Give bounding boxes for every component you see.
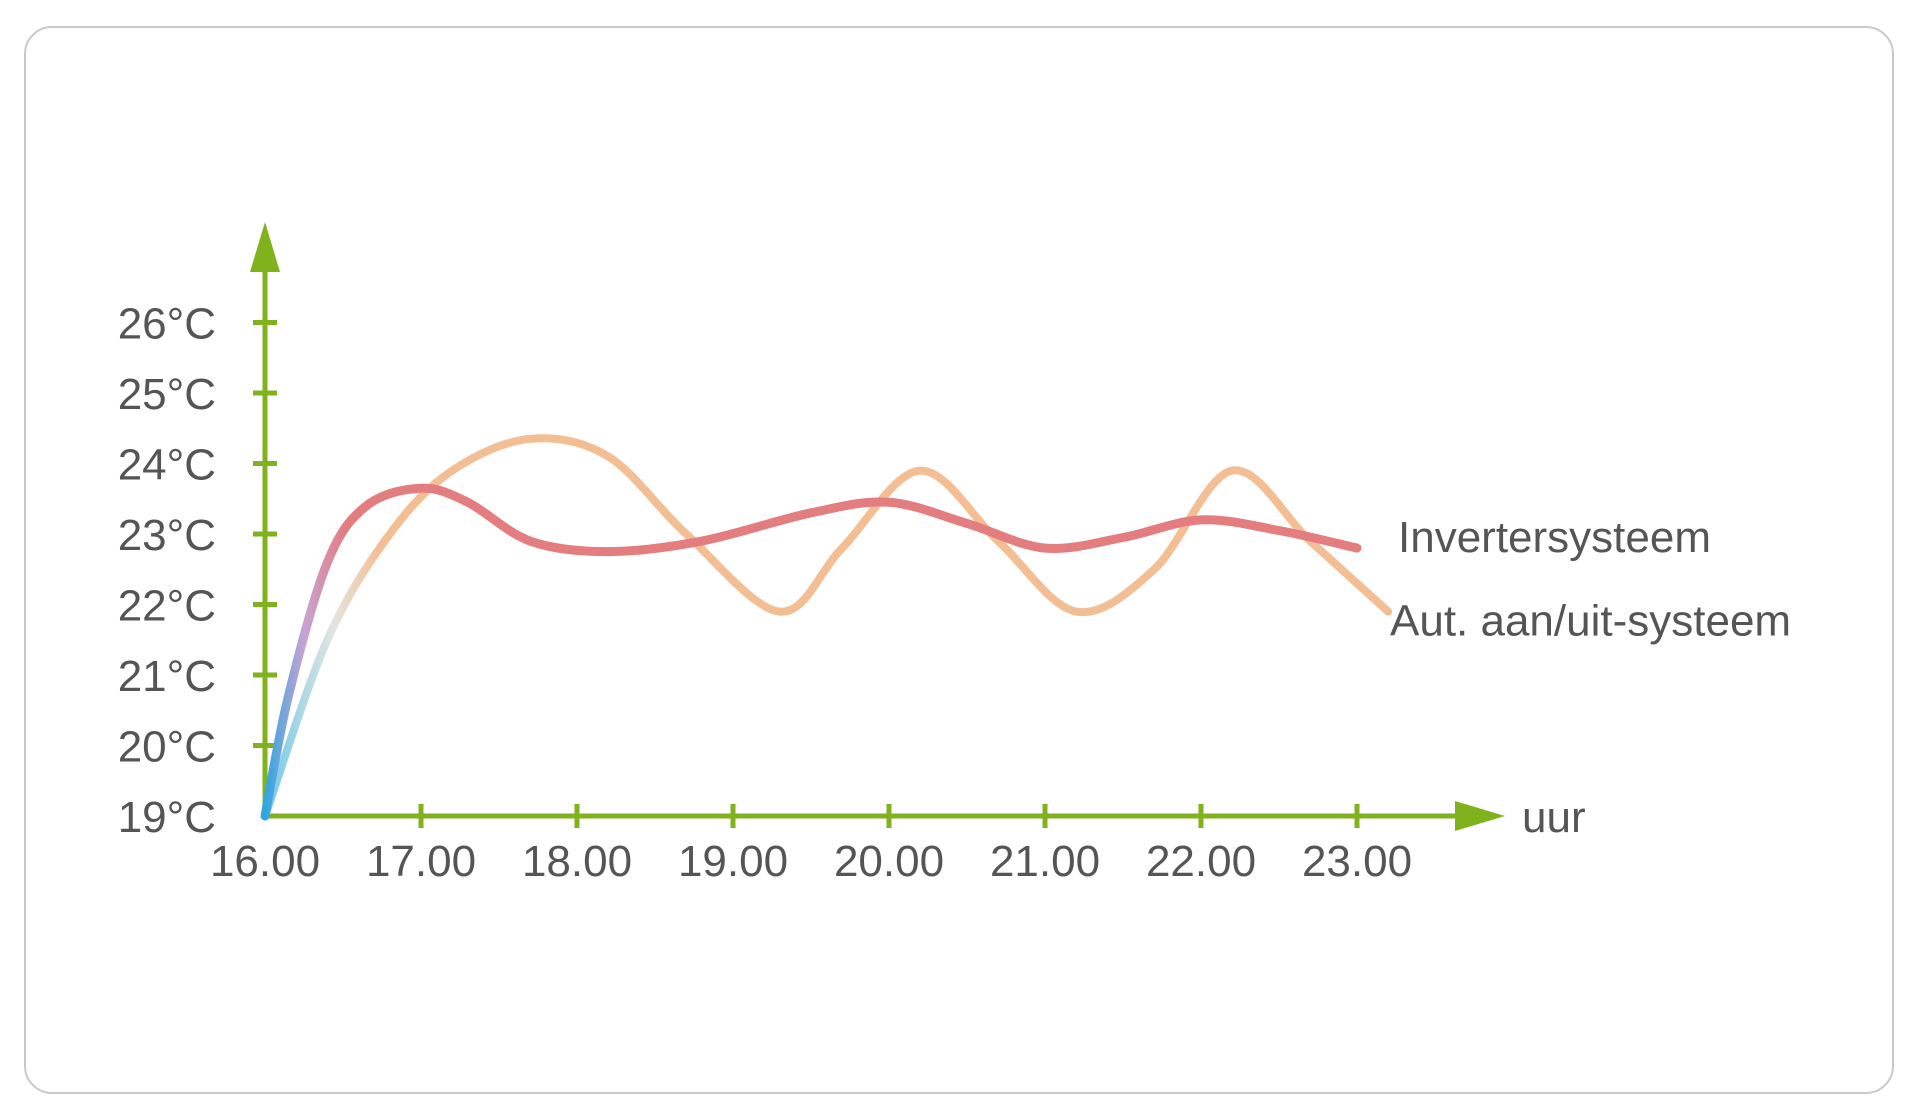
y-tick-label: 20°C xyxy=(118,723,216,772)
x-tick-label: 16.00 xyxy=(210,837,320,886)
y-tick-label: 26°C xyxy=(118,300,216,349)
y-tick-label: 23°C xyxy=(118,511,216,560)
y-tick-label: 19°C xyxy=(118,793,216,842)
x-tick-label: 20.00 xyxy=(834,837,944,886)
y-tick-label: 22°C xyxy=(118,582,216,631)
x-axis-arrow xyxy=(1455,801,1505,831)
y-ticks: 19°C 20°C 21°C 22°C 23°C 24°C 25°C 26°C xyxy=(118,300,277,842)
x-axis-label: uur xyxy=(1522,793,1586,842)
x-tick-label: 23.00 xyxy=(1302,837,1412,886)
series-line-onoff xyxy=(261,434,1393,820)
chart-frame xyxy=(24,26,1894,1094)
legend-label-onoff: Aut. aan/uit-systeem xyxy=(1390,597,1791,646)
x-tick-label: 18.00 xyxy=(522,837,632,886)
y-tick-label: 25°C xyxy=(118,370,216,419)
series-layer: Invertersysteem Aut. aan/uit-systeem xyxy=(260,434,1791,821)
x-tick-label: 19.00 xyxy=(678,837,788,886)
axes: 19°C 20°C 21°C 22°C 23°C 24°C 25°C 26°C 16.00 17… xyxy=(118,222,1505,886)
x-tick-label: 17.00 xyxy=(366,837,476,886)
x-ticks: 16.00 17.00 18.00 19.00 20.00 21.00 22.00 23.00 xyxy=(210,804,1412,886)
y-axis-arrow xyxy=(250,222,280,272)
y-tick-label: 24°C xyxy=(118,441,216,490)
series-line-inverter xyxy=(260,483,1362,821)
x-tick-label: 21.00 xyxy=(990,837,1100,886)
y-tick-label: 21°C xyxy=(118,652,216,701)
legend-label-inverter: Invertersysteem xyxy=(1398,513,1711,562)
x-tick-label: 22.00 xyxy=(1146,837,1256,886)
